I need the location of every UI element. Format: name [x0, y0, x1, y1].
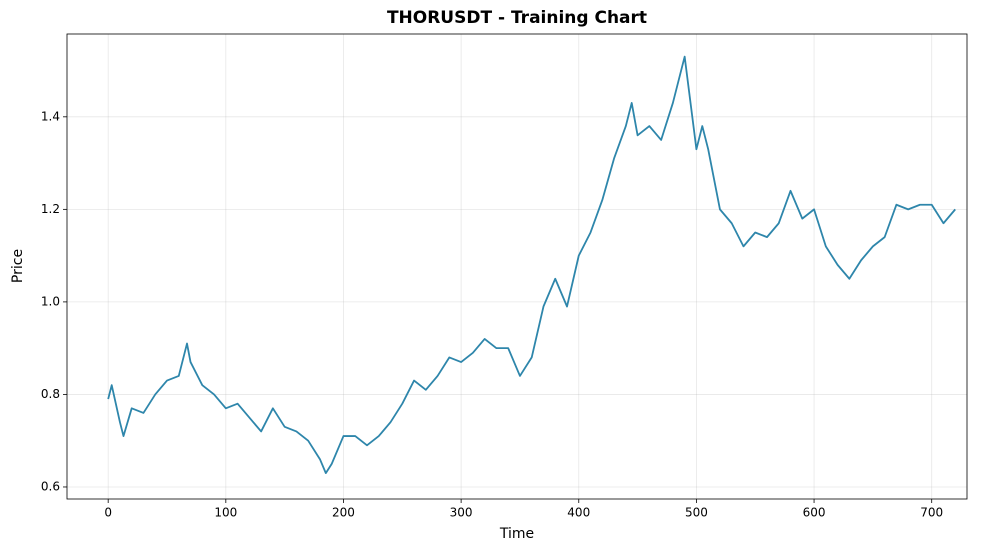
x-tick-label: 300 [450, 506, 473, 520]
x-tick-label: 600 [803, 506, 826, 520]
x-tick-label: 200 [332, 506, 355, 520]
chart-title: THORUSDT - Training Chart [387, 8, 647, 28]
x-tick-label: 400 [567, 506, 590, 520]
y-tick-label: 0.8 [41, 387, 60, 401]
plot-frame [66, 33, 968, 500]
y-tick-label: 0.6 [41, 479, 60, 493]
price-line [107, 55, 956, 474]
x-tick-label: 500 [685, 506, 708, 520]
x-tick-label: 0 [104, 506, 112, 520]
x-axis-label: Time [499, 526, 534, 542]
y-tick-label: 1.4 [41, 109, 60, 123]
x-tick-label: 100 [214, 506, 237, 520]
y-axis-label: Price [10, 249, 26, 283]
x-tick-label: 700 [920, 506, 943, 520]
y-tick-label: 1.2 [41, 202, 60, 216]
y-tick-label: 1.0 [41, 294, 60, 308]
